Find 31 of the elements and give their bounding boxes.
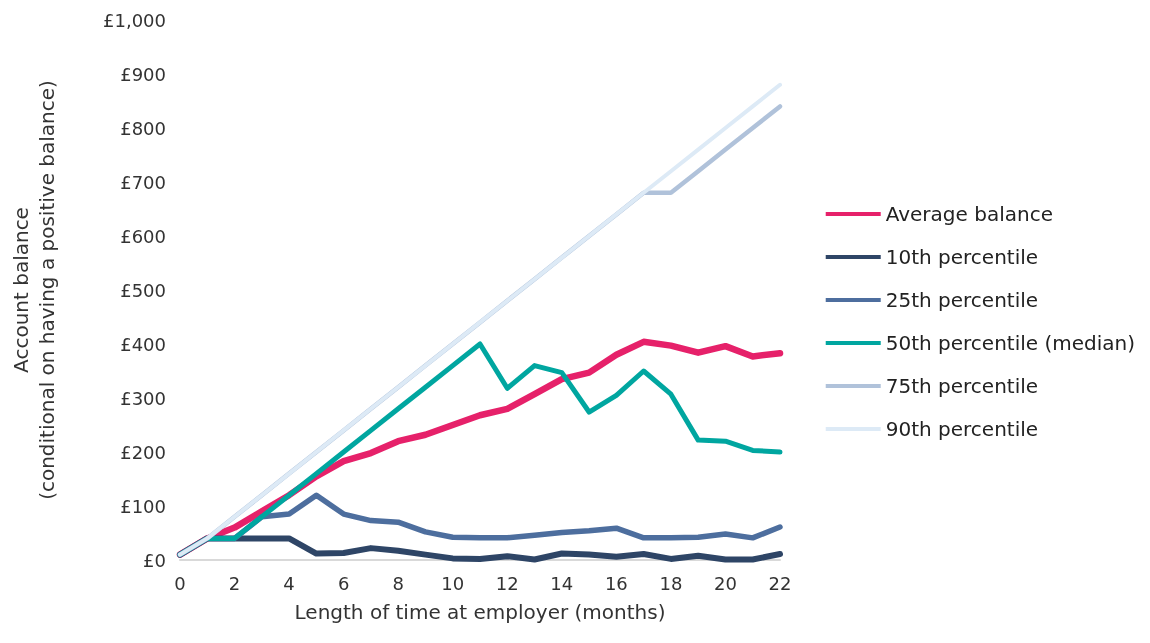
y-tick-label: £500 (120, 279, 166, 301)
x-axis-title: Length of time at employer (months) (294, 600, 666, 624)
y-tick-label: £100 (120, 495, 166, 517)
x-tick-label: 16 (604, 572, 628, 594)
legend-label: 10th percentile (885, 245, 1039, 269)
x-tick-label: 6 (337, 572, 350, 594)
y-tick-label: £600 (120, 225, 166, 247)
x-tick-label: 12 (495, 572, 519, 594)
y-tick-label: £900 (120, 63, 166, 85)
x-tick-label: 0 (174, 572, 186, 594)
y-tick-label: £0 (143, 549, 166, 571)
legend-label: 75th percentile (885, 374, 1039, 398)
y-axis-title: Account balance (conditional on having a positive balance) (9, 80, 59, 500)
x-tick-label: 10 (441, 572, 465, 594)
legend-label: Average balance (885, 202, 1053, 226)
legend-label: 50th percentile (median) (885, 331, 1135, 355)
x-tick-label: 2 (228, 572, 241, 594)
y-tick-label: £300 (120, 387, 166, 409)
x-tick-label: 20 (714, 572, 737, 594)
x-tick-label: 4 (283, 572, 295, 594)
x-tick-label: 8 (392, 572, 404, 594)
legend-label: 25th percentile (885, 288, 1039, 312)
y-tick-label: £800 (120, 117, 166, 139)
y-tick-label: £700 (120, 171, 166, 193)
y-tick-label: £400 (120, 333, 166, 355)
x-tick-label: 14 (550, 572, 574, 594)
x-tick-label: 18 (659, 572, 683, 594)
legend-label: 90th percentile (885, 417, 1039, 441)
y-tick-label: £200 (120, 441, 166, 463)
y-tick-label: £1,000 (103, 9, 166, 31)
x-tick-label: 22 (768, 572, 792, 594)
